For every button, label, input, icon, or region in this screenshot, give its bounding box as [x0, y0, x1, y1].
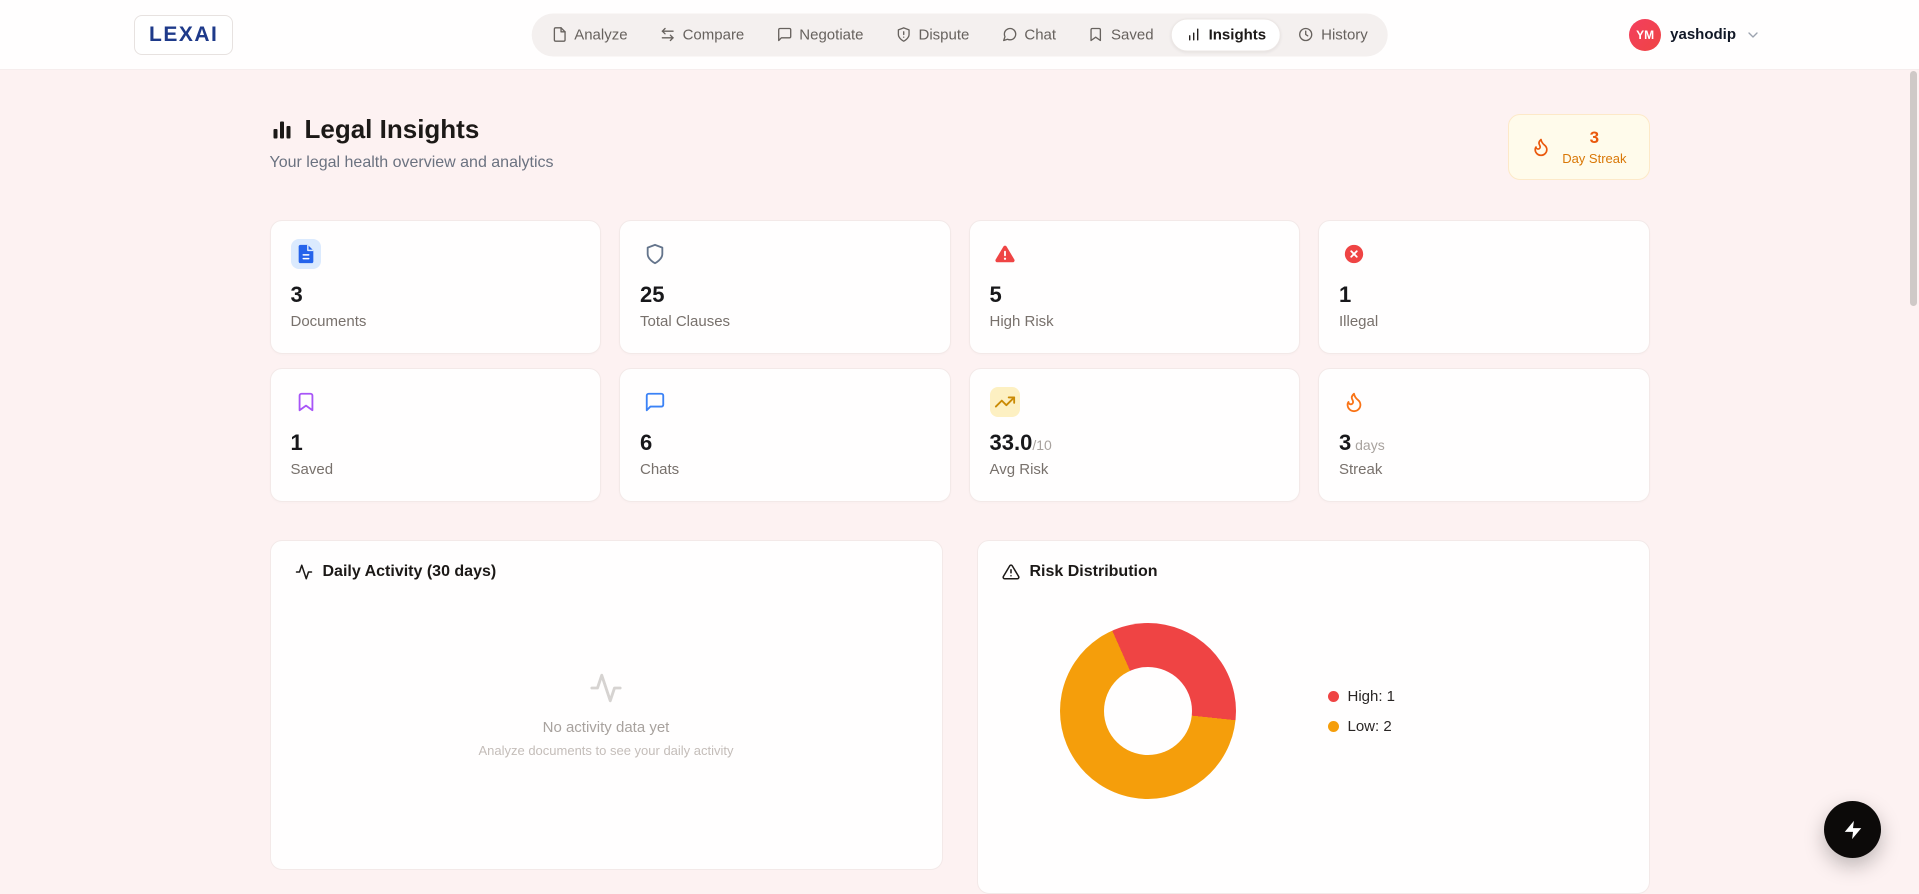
- bar-chart-icon: [270, 118, 294, 142]
- panel-title: Daily Activity (30 days): [295, 563, 918, 581]
- user-menu[interactable]: YM yashodip: [1629, 18, 1761, 51]
- risk-distribution-panel: Risk Distribution High: 1 Low: 2: [976, 540, 1650, 894]
- flame-icon: [1531, 137, 1551, 157]
- message-square-icon: [776, 27, 792, 43]
- stat-value: 25: [640, 282, 665, 307]
- stat-value: 33.0/10: [989, 430, 1052, 455]
- quick-action-fab[interactable]: [1824, 801, 1881, 858]
- topbar: LEXAI Analyze Compare Negotiate Dispute …: [0, 0, 1919, 70]
- main-content: Legal Insights Your legal health overvie…: [269, 70, 1650, 894]
- stat-value: 6: [640, 430, 653, 455]
- zap-icon: [1842, 819, 1864, 841]
- stat-card-high-risk: 5 High Risk: [968, 220, 1300, 354]
- message-circle-icon: [1001, 27, 1017, 43]
- stat-card-illegal: 1 Illegal: [1318, 220, 1650, 354]
- stat-value: 5: [989, 282, 1002, 307]
- nav-item-label: Compare: [682, 26, 745, 43]
- stat-card-streak: 3 days Streak: [1318, 368, 1650, 502]
- stat-value: 1: [290, 430, 303, 455]
- daily-activity-panel: Daily Activity (30 days) No activity dat…: [269, 540, 943, 870]
- shield-alert-icon: [896, 27, 912, 43]
- streak-card: 3 Day Streak: [1508, 114, 1650, 180]
- file-icon: [290, 239, 321, 269]
- bar-chart-icon: [1186, 27, 1202, 43]
- streak-label: Day Streak: [1562, 151, 1627, 166]
- legend-dot-low: [1327, 720, 1339, 732]
- user-name: yashodip: [1670, 26, 1736, 43]
- legend-item-low: Low: 2: [1327, 718, 1396, 735]
- nav-item-dispute[interactable]: Dispute: [881, 18, 985, 51]
- nav-item-label: Saved: [1111, 26, 1154, 43]
- stat-label: Chats: [640, 461, 680, 478]
- message-icon: [640, 387, 670, 417]
- nav-item-label: Negotiate: [799, 26, 864, 43]
- activity-icon: [295, 563, 313, 581]
- risk-legend: High: 1 Low: 2: [1327, 688, 1396, 735]
- bookmark-icon: [291, 387, 321, 417]
- bookmark-icon: [1088, 27, 1104, 43]
- stat-card-documents: 3 Documents: [269, 220, 601, 354]
- chevron-down-icon: [1745, 27, 1761, 43]
- risk-donut: [1059, 623, 1236, 799]
- stat-label: Documents: [290, 313, 367, 330]
- nav-item-saved[interactable]: Saved: [1073, 18, 1169, 51]
- alert-triangle-icon: [990, 239, 1020, 269]
- page-header: Legal Insights Your legal health overvie…: [270, 114, 1650, 180]
- empty-subtitle: Analyze documents to see your daily acti…: [478, 743, 734, 758]
- nav-item-label: Insights: [1208, 26, 1267, 43]
- avatar: YM: [1629, 18, 1662, 51]
- arrows-compare-icon: [660, 27, 676, 43]
- panel-title: Risk Distribution: [1001, 563, 1625, 581]
- empty-title: No activity data yet: [542, 719, 670, 736]
- nav-item-history[interactable]: History: [1283, 18, 1383, 51]
- clock-icon: [1298, 27, 1314, 43]
- trending-up-icon: [989, 387, 1020, 417]
- alert-triangle-icon: [1001, 563, 1020, 581]
- activity-empty-state: No activity data yet Analyze documents t…: [295, 671, 918, 758]
- stat-value: 3 days: [1339, 430, 1385, 455]
- stat-label: Illegal: [1339, 313, 1379, 330]
- nav-item-label: Chat: [1024, 26, 1057, 43]
- stat-value: 1: [1339, 282, 1352, 307]
- flame-icon: [1339, 387, 1369, 417]
- risk-chart-area: High: 1 Low: 2: [1002, 623, 1625, 799]
- stat-label: Saved: [290, 461, 334, 478]
- panels-row: Daily Activity (30 days) No activity dat…: [269, 540, 1650, 894]
- legend-item-high: High: 1: [1327, 688, 1395, 705]
- stat-label: Streak: [1339, 461, 1383, 478]
- logo[interactable]: LEXAI: [134, 14, 234, 55]
- shield-icon: [640, 239, 670, 269]
- stat-card-saved: 1 Saved: [269, 368, 601, 502]
- nav-item-label: Dispute: [918, 26, 970, 43]
- main-nav: Analyze Compare Negotiate Dispute Chat S…: [531, 13, 1388, 56]
- nav-item-analyze[interactable]: Analyze: [536, 18, 642, 51]
- stat-label: Total Clauses: [640, 313, 731, 330]
- stat-value: 3: [290, 282, 303, 307]
- x-circle-icon: [1339, 239, 1369, 269]
- stat-card-chats: 6 Chats: [619, 368, 951, 502]
- nav-item-chat[interactable]: Chat: [986, 18, 1071, 51]
- stat-card-total-clauses: 25 Total Clauses: [619, 220, 951, 354]
- page-subtitle: Your legal health overview and analytics: [269, 154, 554, 171]
- stats-grid: 3 Documents 25 Total Clauses 5 High Risk…: [269, 220, 1650, 502]
- stat-label: Avg Risk: [989, 461, 1049, 478]
- nav-item-negotiate[interactable]: Negotiate: [761, 18, 878, 51]
- page-title: Legal Insights: [270, 114, 554, 145]
- activity-icon: [295, 671, 918, 705]
- nav-item-label: Analyze: [574, 26, 628, 43]
- nav-item-label: History: [1321, 26, 1368, 43]
- nav-item-insights[interactable]: Insights: [1170, 18, 1282, 51]
- stat-card-avg-risk: 33.0/10 Avg Risk: [968, 368, 1300, 502]
- streak-value: 3: [1589, 128, 1600, 147]
- nav-item-compare[interactable]: Compare: [645, 18, 760, 51]
- stat-label: High Risk: [989, 313, 1054, 330]
- scrollbar-thumb[interactable]: [1910, 71, 1917, 306]
- legend-dot-high: [1327, 690, 1339, 702]
- file-text-icon: [551, 27, 567, 43]
